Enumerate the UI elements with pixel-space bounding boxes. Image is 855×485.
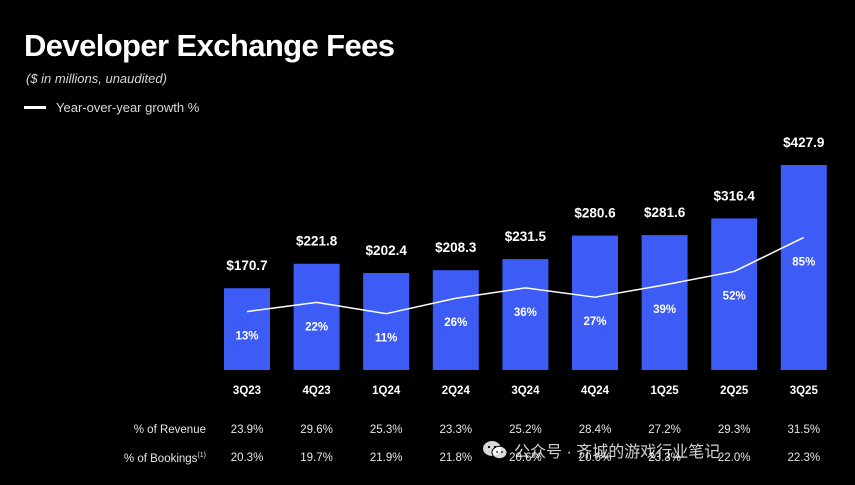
growth-label: 11% — [375, 333, 397, 345]
bar-1Q25 — [641, 235, 688, 370]
x-tick-label: 3Q25 — [790, 385, 819, 397]
bar-value-label: $202.4 — [366, 243, 408, 258]
x-tick-label: 4Q23 — [303, 385, 331, 397]
x-tick-label: 1Q24 — [372, 385, 401, 397]
x-tick-label: 4Q24 — [581, 385, 610, 397]
bookings-cell: 22.0% — [717, 452, 751, 464]
x-tick-label: 2Q24 — [442, 385, 471, 397]
bar-value-label: $316.4 — [714, 188, 756, 203]
legend-label: Year-over-year growth % — [56, 100, 200, 115]
bar-value-label: $170.7 — [226, 258, 267, 273]
growth-label: 36% — [514, 307, 537, 319]
row-label-bookings: % of Bookings(1) — [46, 452, 206, 465]
bookings-cell: 20.6% — [509, 452, 542, 464]
chart-legend: Year-over-year growth % — [24, 100, 199, 115]
bar-3Q24 — [502, 259, 549, 370]
row-label-bookings-text: % of Bookings — [123, 452, 198, 465]
revenue-cell: 28.4% — [578, 424, 612, 436]
bookings-cell: 20.6% — [578, 452, 612, 464]
page-subtitle: ($ in millions, unaudited) — [26, 71, 167, 86]
growth-label: 27% — [583, 316, 606, 328]
bar-value-label: $427.9 — [783, 135, 824, 150]
revenue-cell: 25.2% — [509, 424, 542, 436]
growth-label: 13% — [235, 331, 258, 343]
x-tick-label: 3Q23 — [233, 385, 261, 397]
bar-1Q24 — [363, 273, 410, 370]
row-label-revenue: % of Revenue — [133, 424, 206, 436]
bar-4Q23 — [293, 263, 340, 370]
x-tick-label: 3Q24 — [511, 385, 540, 397]
bar-value-label: $231.5 — [505, 229, 547, 244]
x-tick-label: 2Q25 — [720, 385, 749, 397]
revenue-cell: 25.3% — [369, 424, 403, 436]
revenue-cell: 29.6% — [300, 424, 333, 436]
bookings-cell: 20.3% — [230, 452, 264, 464]
growth-line — [246, 236, 805, 315]
growth-label: 26% — [444, 317, 467, 329]
bar-value-label: $221.8 — [296, 234, 338, 249]
bar-2Q24 — [432, 270, 479, 370]
revenue-cell: 23.3% — [439, 424, 473, 436]
bookings-cell: 19.7% — [300, 452, 333, 464]
revenue-cell: 29.3% — [717, 424, 751, 436]
x-tick-label: 1Q25 — [651, 385, 680, 397]
revenue-cell: 23.9% — [230, 424, 264, 436]
bookings-cell: 21.8% — [439, 452, 473, 464]
revenue-cell: 27.2% — [648, 424, 681, 436]
bar-3Q23 — [224, 288, 270, 370]
bar-value-label: $208.3 — [435, 240, 477, 255]
bookings-cell: 23.3% — [648, 452, 681, 464]
row-label-footnote: (1) — [197, 452, 206, 459]
bar-3Q25 — [780, 165, 827, 370]
growth-label: 85% — [792, 256, 815, 268]
growth-label: 22% — [305, 321, 328, 333]
growth-label: 52% — [723, 290, 746, 302]
legend-line-swatch — [24, 106, 46, 109]
bookings-cell: 22.3% — [787, 452, 821, 464]
growth-label: 39% — [653, 304, 676, 316]
bar-4Q24 — [572, 235, 618, 370]
bookings-cell: 21.9% — [369, 452, 403, 464]
bar-value-label: $281.6 — [644, 205, 686, 220]
bar-value-label: $280.6 — [574, 206, 616, 221]
bar-2Q25 — [711, 218, 758, 370]
page-title: Developer Exchange Fees — [24, 28, 395, 63]
revenue-cell: 31.5% — [787, 424, 821, 436]
